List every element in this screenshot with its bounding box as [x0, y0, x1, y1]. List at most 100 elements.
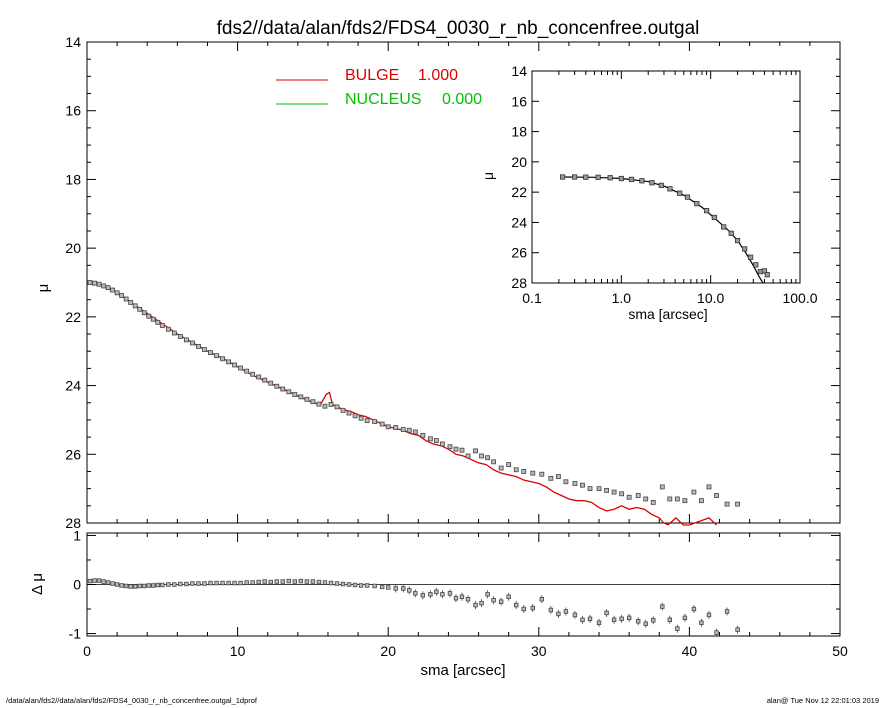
main-data-point — [159, 323, 165, 328]
main-data-point — [110, 287, 116, 293]
main-data-point — [346, 410, 352, 416]
main-ylabel: μ — [35, 284, 52, 293]
main-data-point — [274, 383, 280, 389]
inset-data-point — [703, 208, 710, 214]
inset-data-point — [667, 186, 673, 192]
legend: BULGE 1.000 NUCLEUS 0.000 — [276, 67, 482, 108]
main-data-point — [433, 438, 439, 443]
residual-data-point — [101, 579, 106, 584]
residual-data-point — [128, 584, 133, 589]
residual-data-point — [155, 582, 160, 588]
main-data-point — [379, 421, 385, 427]
residual-data-point — [506, 594, 511, 599]
residual-data-point — [660, 604, 665, 609]
inset-xtick-label: 1.0 — [612, 290, 632, 306]
main-bulge-model-line — [86, 281, 717, 526]
inset-data-point — [694, 201, 700, 207]
residual-xlabel: sma [arcsec] — [420, 662, 505, 679]
legend-bulge-value: 1.000 — [418, 67, 458, 84]
inset-data-point — [559, 174, 566, 180]
main-data-point — [286, 389, 292, 395]
main-data-point — [208, 350, 213, 355]
main-data-point — [674, 496, 680, 502]
main-data-point — [226, 359, 231, 365]
residual-data-point — [151, 583, 156, 588]
main-ytick-label: 14 — [65, 34, 81, 50]
main-data-point — [262, 377, 268, 383]
inset-ytick-label: 26 — [511, 245, 527, 261]
main-data-point — [232, 362, 237, 368]
inset-ytick-label: 24 — [511, 214, 527, 230]
residual-data-point — [96, 578, 102, 583]
main-data-point — [298, 394, 304, 400]
main-data-point — [171, 330, 177, 336]
main-data-point — [155, 319, 161, 325]
residual-data-point — [428, 592, 433, 597]
main-plot: 14 16 18 20 22 24 26 28 μ BULGE 1.000 NUCLEUS 0… — [35, 34, 841, 531]
main-data-point — [530, 470, 536, 476]
residual-data-point — [635, 619, 641, 624]
residual-data-point — [491, 597, 496, 603]
inset-xtick-label: 10.0 — [697, 290, 724, 306]
residual-data-point — [280, 579, 285, 584]
inset-data-point — [639, 178, 645, 184]
residual-ylabel: Δ μ — [29, 573, 46, 595]
residual-data-point — [580, 617, 585, 623]
residual-data-point — [479, 600, 484, 606]
main-data-point — [691, 489, 697, 495]
residual-data-point — [184, 581, 189, 587]
main-ytick-label: 16 — [65, 103, 81, 119]
main-data-point — [340, 407, 346, 413]
main-data-point — [643, 496, 649, 502]
residual-data-point — [286, 578, 292, 584]
residual-data-point — [619, 616, 624, 622]
main-data-point — [498, 465, 504, 471]
main-data-point — [406, 427, 412, 433]
residual-data-point — [274, 579, 279, 584]
main-data-point — [190, 340, 195, 346]
main-data-point — [735, 501, 740, 507]
main-data-point — [453, 446, 459, 452]
residual-data-point — [651, 618, 656, 623]
residual-data-point — [202, 581, 207, 586]
residual-data-point — [563, 609, 569, 614]
residual-data-point — [401, 586, 406, 591]
main-data-point — [364, 418, 370, 424]
main-data-point — [473, 448, 478, 454]
residual-data-point — [587, 616, 593, 622]
residual-data-point — [724, 609, 730, 614]
inset-ytick-label: 16 — [511, 93, 527, 109]
main-data-point — [412, 429, 418, 435]
main-data-point — [105, 285, 111, 291]
inset-bulge-model-line — [562, 176, 764, 284]
residual-data-point — [667, 617, 673, 623]
main-data-point — [587, 486, 593, 492]
main-data-point — [352, 413, 358, 419]
inset-data-point — [628, 176, 635, 183]
residual-data-point — [453, 596, 459, 601]
residual-data-point — [735, 627, 740, 632]
residual-ytick-label: -1 — [69, 626, 82, 642]
legend-nucleus-name: NUCLEUS — [345, 91, 421, 108]
residual-data-point — [393, 586, 398, 591]
residual-data-point — [220, 580, 225, 586]
main-data-point — [334, 404, 340, 410]
residual-data-point — [316, 579, 322, 585]
residual-data-point — [434, 589, 439, 595]
inset-axes: 14 16 18 20 22 24 26 280.1 1.0 10.0 100.0 — [511, 63, 817, 306]
residual-data-point — [92, 578, 97, 583]
inset-plot-frame — [531, 70, 801, 284]
residual-data-point — [714, 630, 719, 635]
main-data-point — [580, 482, 585, 488]
main-data-point — [268, 380, 274, 386]
main-data-point — [316, 401, 322, 407]
residual-data-point — [123, 583, 129, 589]
main-data-point — [650, 499, 656, 505]
main-data-point — [479, 453, 484, 459]
residual-data-point — [110, 581, 115, 586]
main-data-point — [667, 496, 673, 502]
residual-data-point — [611, 617, 617, 623]
residual-data-point — [447, 591, 453, 596]
main-axes: 14 16 18 20 22 24 26 28 — [65, 34, 841, 531]
